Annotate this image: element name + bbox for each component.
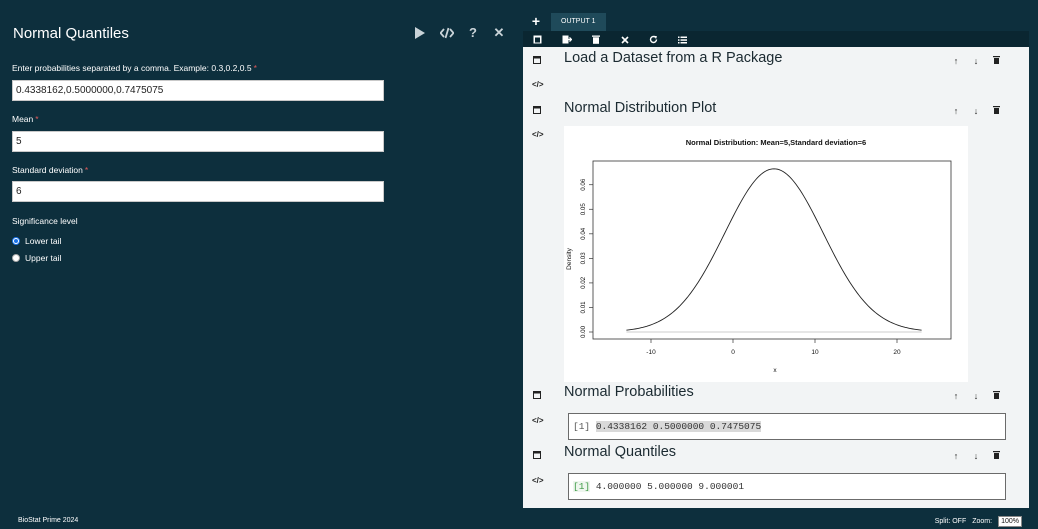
close-icon[interactable]: ✕ bbox=[493, 25, 505, 40]
y-tick-label: 0.02 bbox=[580, 276, 587, 289]
collapse-icon[interactable] bbox=[532, 391, 542, 401]
code-icon[interactable]: </> bbox=[532, 80, 544, 89]
output-values: 4.000000 5.000000 9.000001 bbox=[595, 481, 745, 492]
tab-output-1[interactable]: OUTPUT 1 bbox=[551, 13, 606, 31]
move-down-icon[interactable]: ↓ bbox=[973, 451, 979, 461]
brand-label: BioStat Prime 2024 bbox=[18, 517, 79, 524]
section-tools: ↑ ↓ bbox=[952, 391, 1000, 401]
output-index: [1] bbox=[573, 481, 591, 492]
plot-area: Normal Distribution: Mean=5,Standard dev… bbox=[564, 126, 968, 382]
y-tick-label: 0.04 bbox=[580, 227, 587, 240]
delete-icon[interactable] bbox=[992, 391, 1000, 401]
quantiles-output: [1] 4.000000 5.000000 9.000001 bbox=[568, 473, 1006, 500]
mean-input[interactable]: 5 bbox=[12, 131, 384, 152]
close-icon[interactable] bbox=[610, 31, 639, 47]
panel-toolbar: ? ✕ bbox=[414, 26, 506, 40]
zoom-value[interactable]: 100% bbox=[998, 516, 1022, 527]
y-tick-label: 0.06 bbox=[580, 178, 587, 191]
code-icon[interactable]: </> bbox=[532, 476, 544, 485]
plot-frame bbox=[592, 160, 952, 340]
add-output-button[interactable]: + bbox=[531, 13, 541, 29]
significance-label: Significance level bbox=[12, 216, 78, 226]
collapse-icon[interactable] bbox=[532, 106, 542, 116]
move-up-icon[interactable]: ↑ bbox=[953, 391, 959, 401]
probabilities-input[interactable]: 0.4338162,0.5000000,0.7475075 bbox=[12, 80, 384, 101]
radio-label: Upper tail bbox=[25, 253, 62, 263]
collapse-icon[interactable] bbox=[532, 451, 542, 461]
radio-upper-tail[interactable]: Upper tail bbox=[12, 253, 61, 263]
move-down-icon[interactable]: ↓ bbox=[973, 56, 979, 66]
sd-label-text: Standard deviation bbox=[12, 165, 83, 175]
delete-icon[interactable] bbox=[992, 106, 1000, 116]
collapse-icon[interactable] bbox=[532, 56, 542, 66]
mean-label-text: Mean bbox=[12, 114, 34, 124]
move-up-icon[interactable]: ↑ bbox=[953, 106, 959, 116]
required-mark: * bbox=[35, 114, 39, 124]
box-icon[interactable] bbox=[523, 31, 552, 47]
output-viewer: </> Load a Dataset from a R Package ↑ ↓ … bbox=[523, 47, 1029, 508]
footer-controls: Split: OFF Zoom: 100% bbox=[935, 516, 1022, 527]
x-tick-label: -10 bbox=[646, 349, 656, 356]
output-toolbar bbox=[523, 31, 1029, 47]
normal-density-chart: Normal Distribution: Mean=5,Standard dev… bbox=[566, 138, 952, 374]
delete-icon[interactable] bbox=[992, 56, 1000, 66]
radio-lower-tail[interactable]: Lower tail bbox=[12, 236, 61, 246]
x-axis-label: x bbox=[773, 367, 777, 374]
density-curve bbox=[626, 168, 922, 331]
code-icon[interactable]: </> bbox=[532, 416, 544, 425]
input-panel: Normal Quantiles ? ✕ Enter probabilities… bbox=[0, 0, 520, 513]
sd-label: Standard deviation * bbox=[12, 165, 88, 175]
chart-title: Normal Distribution: Mean=5,Standard dev… bbox=[686, 138, 866, 147]
delete-icon[interactable] bbox=[992, 451, 1000, 461]
section-title-quantiles: Normal Quantiles bbox=[564, 444, 677, 460]
play-icon[interactable] bbox=[414, 26, 428, 40]
y-axis-label: Density bbox=[566, 247, 573, 269]
code-icon[interactable]: </> bbox=[532, 130, 544, 139]
zoom-label: Zoom: bbox=[972, 518, 993, 525]
code-icon[interactable] bbox=[440, 26, 454, 40]
trash-icon[interactable] bbox=[581, 31, 610, 47]
x-tick-label: 10 bbox=[811, 349, 819, 356]
section-title-distribution-plot: Normal Distribution Plot bbox=[564, 100, 717, 116]
refresh-icon[interactable] bbox=[639, 31, 668, 47]
x-tick-label: 0 bbox=[731, 349, 735, 356]
sd-input[interactable]: 6 bbox=[12, 181, 384, 202]
output-values: 0.4338162 0.5000000 0.7475075 bbox=[595, 421, 762, 432]
section-title-load-dataset: Load a Dataset from a R Package bbox=[564, 50, 783, 66]
split-toggle[interactable]: Split: OFF bbox=[934, 518, 967, 525]
section-tools: ↑ ↓ bbox=[952, 451, 1000, 461]
y-tick-label: 0.05 bbox=[580, 203, 587, 216]
move-down-icon[interactable]: ↓ bbox=[973, 106, 979, 116]
radio-label: Lower tail bbox=[25, 236, 62, 246]
mean-label: Mean * bbox=[12, 114, 39, 124]
probabilities-output: [1] 0.4338162 0.5000000 0.7475075 bbox=[568, 413, 1006, 440]
panel-title: Normal Quantiles bbox=[13, 25, 129, 42]
section-tools: ↑ ↓ bbox=[952, 56, 1000, 66]
output-index: [1] bbox=[573, 421, 591, 432]
y-tick-label: 0.03 bbox=[580, 252, 587, 265]
probabilities-label: Enter probabilities separated by a comma… bbox=[12, 63, 257, 73]
move-down-icon[interactable]: ↓ bbox=[973, 391, 979, 401]
help-icon[interactable]: ? bbox=[469, 25, 477, 40]
y-tick-label: 0.00 bbox=[580, 325, 587, 338]
status-bar: BioStat Prime 2024 Split: OFF Zoom: 100% bbox=[0, 513, 1038, 529]
required-mark: * bbox=[84, 165, 89, 175]
list-icon[interactable] bbox=[668, 31, 697, 47]
move-up-icon[interactable]: ↑ bbox=[953, 451, 959, 461]
probabilities-label-text: Enter probabilities separated by a comma… bbox=[12, 63, 252, 73]
move-up-icon[interactable]: ↑ bbox=[953, 56, 959, 66]
section-tools: ↑ ↓ bbox=[952, 106, 1000, 116]
radio-button[interactable] bbox=[12, 237, 20, 245]
x-tick-label: 20 bbox=[893, 349, 901, 356]
y-tick-label: 0.01 bbox=[580, 301, 587, 314]
radio-button[interactable] bbox=[12, 254, 20, 262]
export-icon[interactable] bbox=[552, 31, 581, 47]
section-title-probabilities: Normal Probabilities bbox=[564, 384, 694, 400]
required-mark: * bbox=[253, 63, 257, 73]
